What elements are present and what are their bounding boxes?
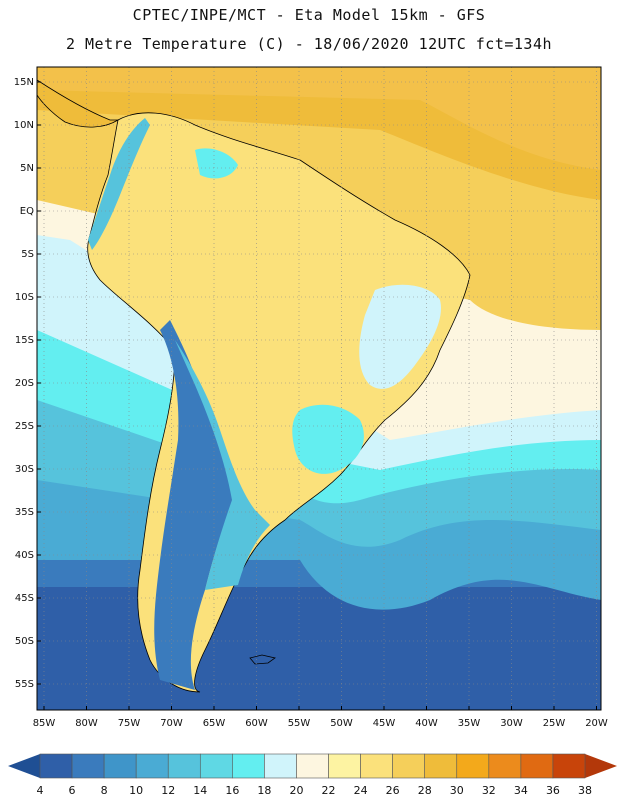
legend-swatch	[456, 753, 490, 779]
latitude-label: 40S	[15, 550, 34, 561]
latitude-label: 10S	[15, 292, 34, 303]
northern-andes	[88, 118, 150, 250]
legend-value-label: 10	[129, 784, 143, 797]
longitude-labels: 85W 80W 75W 70W 65W 60W 55W 50W 45W 40W 35W 30W 25W 2…	[33, 706, 608, 729]
legend-value-label: 20	[289, 784, 303, 797]
legend-value-label: 22	[322, 784, 336, 797]
longitude-label: 55W	[288, 718, 311, 729]
legend-value-label: 24	[354, 784, 368, 797]
legend-value-label: 36	[546, 784, 560, 797]
legend-swatch	[71, 753, 105, 779]
legend-high-arrow	[585, 754, 617, 778]
latitude-label: 20S	[15, 378, 34, 389]
southeast-brazil-highlands	[359, 284, 441, 389]
longitude-label: 40W	[415, 718, 438, 729]
legend-value-label: 26	[386, 784, 400, 797]
latitude-label: 10N	[14, 120, 34, 131]
latitude-labels: 15N 10N 5N EQ 5S 10S 15S 20S 25S 30S 35S 40S 45S 50S 5…	[14, 77, 41, 690]
latitude-label: 30S	[15, 464, 34, 475]
map-title-line-1: CPTEC/INPE/MCT - Eta Model 15km - GFS	[132, 6, 486, 24]
legend-swatch	[232, 753, 265, 779]
legend-value-label: 32	[482, 784, 496, 797]
legend-value-label: 14	[193, 784, 207, 797]
color-legend: 4 6 8 10 12 14 16 18 20 22 24 26 28 30 32 34 36 38	[8, 753, 617, 797]
legend-value-label: 12	[161, 784, 175, 797]
longitude-label: 45W	[373, 718, 396, 729]
central-america	[37, 79, 120, 128]
longitude-label: 60W	[245, 718, 268, 729]
legend-value-label: 4	[37, 784, 44, 797]
latitude-label: 15N	[14, 77, 34, 88]
legend-low-arrow	[8, 754, 40, 778]
latitude-label: 5N	[20, 163, 34, 174]
legend-value-label: 34	[514, 784, 528, 797]
legend-swatch	[135, 753, 169, 779]
andes-foothills	[175, 340, 270, 590]
legend-swatch	[424, 753, 458, 779]
legend-swatch	[360, 753, 393, 779]
longitude-label: 70W	[160, 718, 183, 729]
latitude-label: 50S	[15, 636, 34, 647]
longitude-label: 80W	[75, 718, 98, 729]
ocean-band-29	[37, 67, 601, 170]
latitude-label: 55S	[15, 679, 34, 690]
legend-swatch	[103, 753, 137, 779]
map-title-line-2: 2 Metre Temperature (C) - 18/06/2020 12U…	[65, 35, 553, 53]
legend-swatch	[328, 753, 361, 779]
latitude-label: 45S	[15, 593, 34, 604]
venezuela-highlands	[195, 148, 238, 179]
latitude-label: 25S	[15, 421, 34, 432]
longitude-label: 20W	[585, 718, 608, 729]
legend-swatch	[488, 753, 522, 779]
andes-cold-zone	[154, 320, 235, 690]
legend-swatch	[296, 753, 329, 779]
longitude-label: 65W	[203, 718, 226, 729]
legend-value-label: 16	[225, 784, 239, 797]
longitude-label: 75W	[118, 718, 141, 729]
legend-swatch	[520, 753, 554, 779]
legend-swatch	[264, 753, 297, 779]
latitude-label: 15S	[15, 335, 34, 346]
map-field	[37, 67, 601, 710]
south-brazil-cool	[292, 404, 364, 474]
legend-swatch	[167, 753, 201, 779]
legend-swatch	[199, 753, 233, 779]
falkland-islands	[249, 654, 276, 665]
legend-value-label: 28	[418, 784, 432, 797]
longitude-label: 35W	[458, 718, 481, 729]
legend-value-label: 30	[450, 784, 464, 797]
legend-value-label: 6	[69, 784, 76, 797]
legend-swatch	[392, 753, 426, 779]
longitude-label: 50W	[330, 718, 353, 729]
longitude-label: 25W	[543, 718, 566, 729]
legend-value-label: 18	[257, 784, 271, 797]
latitude-label: 35S	[15, 507, 34, 518]
legend-value-label: 38	[578, 784, 592, 797]
latitude-label: EQ	[20, 206, 34, 217]
legend-swatch	[552, 753, 586, 779]
legend-swatch	[39, 753, 73, 779]
legend-value-label: 8	[101, 784, 108, 797]
latitude-label: 5S	[21, 249, 34, 260]
map-frame	[36, 66, 602, 711]
longitude-label: 30W	[500, 718, 523, 729]
longitude-label: 85W	[33, 718, 56, 729]
